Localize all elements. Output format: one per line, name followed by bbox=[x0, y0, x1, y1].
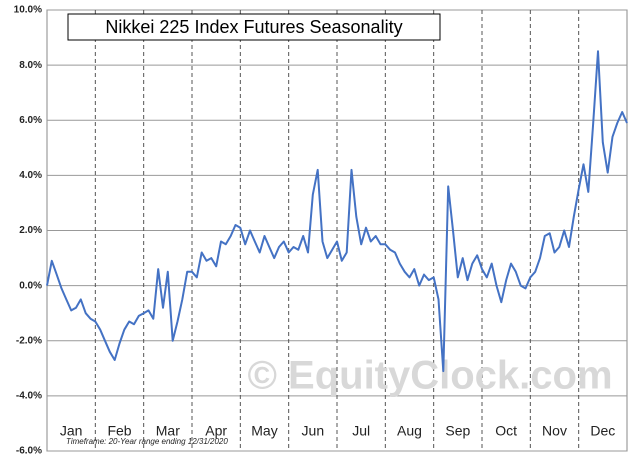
y-tick-label: -4.0% bbox=[16, 391, 42, 402]
y-tick-label: 8.0% bbox=[19, 60, 42, 71]
x-tick-label: Jan bbox=[60, 423, 83, 439]
y-tick-label: 6.0% bbox=[19, 115, 42, 126]
y-tick-label: -6.0% bbox=[16, 446, 42, 457]
y-tick-label: 4.0% bbox=[19, 170, 42, 181]
series-line bbox=[46, 50, 628, 373]
footnote: Timeframe: 20-Year range ending 12/31/20… bbox=[66, 437, 228, 446]
x-tick-label: Nov bbox=[542, 423, 567, 439]
x-tick-label: Dec bbox=[590, 423, 615, 439]
x-tick-label: Jul bbox=[352, 423, 370, 439]
x-tick-label: Sep bbox=[445, 423, 470, 439]
x-tick-label: Oct bbox=[495, 423, 517, 439]
y-tick-label: 2.0% bbox=[19, 225, 42, 236]
grid bbox=[47, 9, 627, 452]
x-tick-label: Jun bbox=[302, 423, 325, 439]
x-tick-label: Mar bbox=[156, 423, 180, 439]
x-tick-label: May bbox=[251, 423, 277, 439]
x-tick-label: Aug bbox=[397, 423, 422, 439]
y-tick-label: 10.0% bbox=[14, 5, 42, 16]
x-tick-label: Feb bbox=[107, 423, 131, 439]
y-tick-label: 0.0% bbox=[19, 280, 42, 291]
x-tick-label: Apr bbox=[205, 423, 227, 439]
lines bbox=[46, 50, 628, 373]
y-tick-label: -2.0% bbox=[16, 335, 42, 346]
watermark: © EquityClock.com bbox=[247, 354, 612, 398]
title-box bbox=[67, 13, 441, 41]
chart-title: Nikkei 225 Index Futures Seasonality bbox=[105, 17, 402, 37]
